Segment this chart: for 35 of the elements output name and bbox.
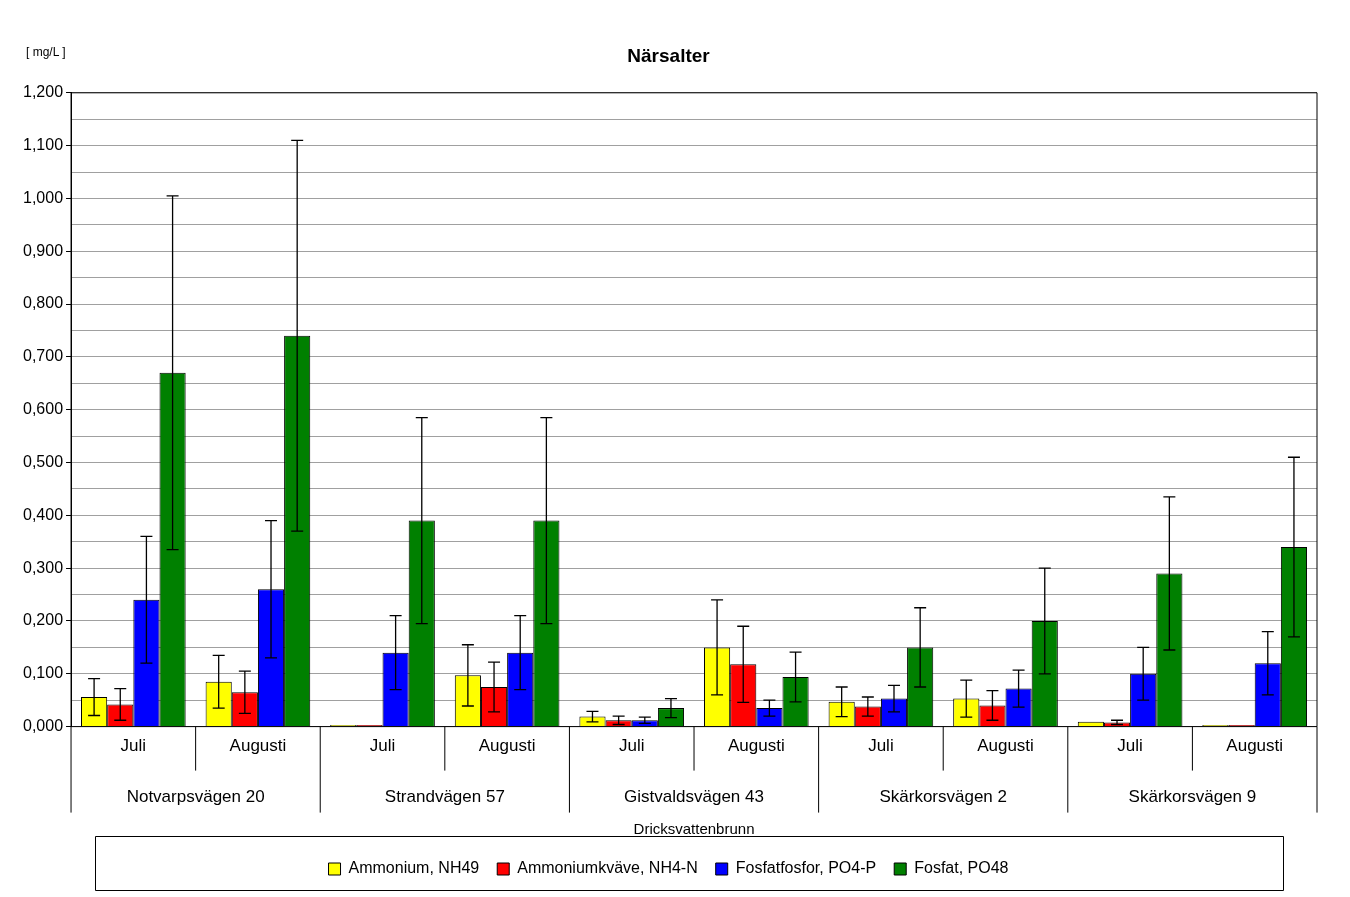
y-tick-label: 0,900 bbox=[22, 241, 64, 259]
x-axis-title: Dricksvattenbrunn bbox=[633, 820, 755, 838]
y-tick-label: 0,700 bbox=[22, 347, 64, 365]
y-tick-label: 1,200 bbox=[22, 83, 64, 101]
text: Gistvaldsvägen 43 bbox=[624, 787, 764, 807]
y-tick-label: 0,000 bbox=[22, 717, 64, 735]
y-tick-label: 0,600 bbox=[22, 400, 64, 418]
y-axis-title: [ mg/L ] bbox=[26, 45, 66, 59]
x-tick-label: Juli bbox=[868, 736, 894, 756]
x-tick-label: Augusti bbox=[1226, 736, 1284, 756]
x-tick-label: Juli bbox=[369, 736, 396, 756]
legend-label: Ammoniumkväve, NH4-N bbox=[517, 859, 698, 877]
legend-label: Fosfat, PO48 bbox=[914, 859, 1009, 877]
y-tick-label: 0,500 bbox=[22, 452, 64, 470]
x-tick-label: Juli bbox=[618, 736, 645, 756]
y-tick-label: 0,400 bbox=[22, 505, 64, 523]
y-tick-label: 0,200 bbox=[22, 611, 64, 629]
text: Notvarpsvägen 20 bbox=[126, 787, 265, 807]
x-tick-label: Augusti bbox=[727, 736, 785, 756]
y-tick-label: 1,000 bbox=[22, 188, 64, 206]
chart-title: Närsalter bbox=[627, 44, 711, 66]
text: Skärkorsvägen 9 bbox=[1128, 787, 1257, 807]
x-tick-label: Augusti bbox=[478, 736, 536, 756]
x-tick-label: Augusti bbox=[229, 736, 287, 756]
text: Skärkorsvägen 2 bbox=[879, 787, 1007, 807]
x-tick-label: Augusti bbox=[977, 736, 1034, 756]
y-tick-label: 0,800 bbox=[22, 294, 64, 312]
y-tick-label: 0,300 bbox=[22, 558, 64, 576]
text: Strandvägen 57 bbox=[384, 787, 505, 807]
x-tick-label: Juli bbox=[1117, 736, 1143, 756]
y-tick-label: 0,100 bbox=[22, 664, 64, 682]
x-tick-label: Juli bbox=[120, 736, 147, 756]
legend-label: Ammonium, NH49 bbox=[348, 859, 480, 877]
legend-label: Fosfatfosfor, PO4-P bbox=[735, 859, 877, 877]
y-tick-label: 1,100 bbox=[22, 136, 64, 154]
